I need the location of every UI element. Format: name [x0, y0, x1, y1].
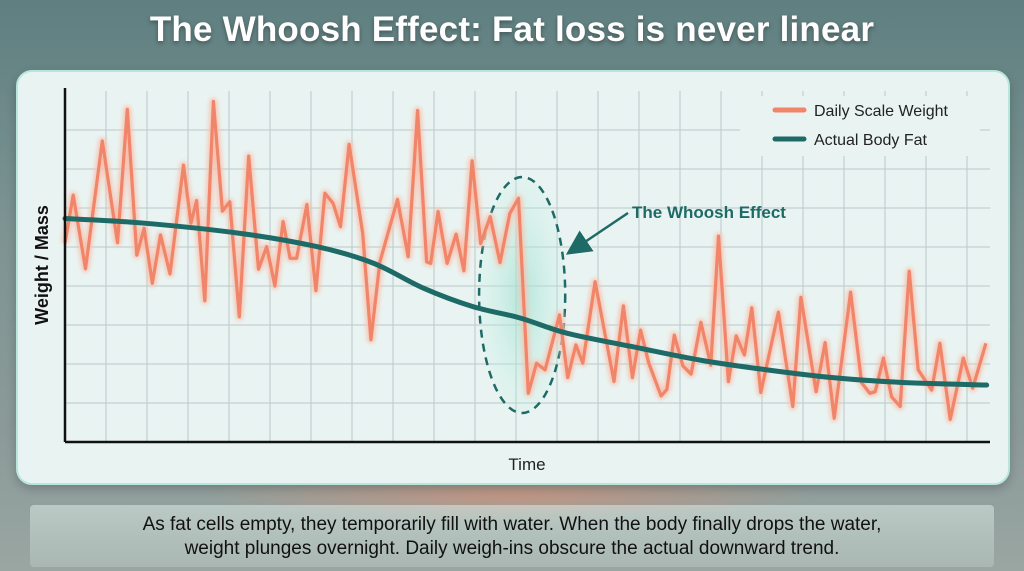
whoosh-annotation: The Whoosh Effect	[565, 203, 786, 255]
x-axis-label: Time	[508, 455, 545, 474]
annotation-label: The Whoosh Effect	[632, 203, 786, 222]
annotation-arrow	[565, 211, 629, 255]
page-title: The Whoosh Effect: Fat loss is never lin…	[149, 10, 875, 49]
legend-label-fat: Actual Body Fat	[814, 132, 928, 149]
caption-line-1: As fat cells empty, they temporarily fil…	[142, 514, 882, 535]
actual-body-fat-line	[62, 216, 990, 388]
legend: Daily Scale Weight Actual Body Fat	[740, 96, 980, 156]
whoosh-highlight-ellipse	[477, 175, 567, 415]
legend-bg	[740, 96, 980, 156]
caption-line-2: weight plunges overnight. Daily weigh-in…	[184, 538, 840, 559]
y-axis-label: Weight / Mass	[32, 205, 52, 325]
daily-scale-weight-line	[63, 99, 988, 421]
series-lines	[61, 98, 990, 423]
caption: As fat cells empty, they temporarily fil…	[30, 505, 994, 567]
legend-label-daily: Daily Scale Weight	[814, 103, 949, 120]
